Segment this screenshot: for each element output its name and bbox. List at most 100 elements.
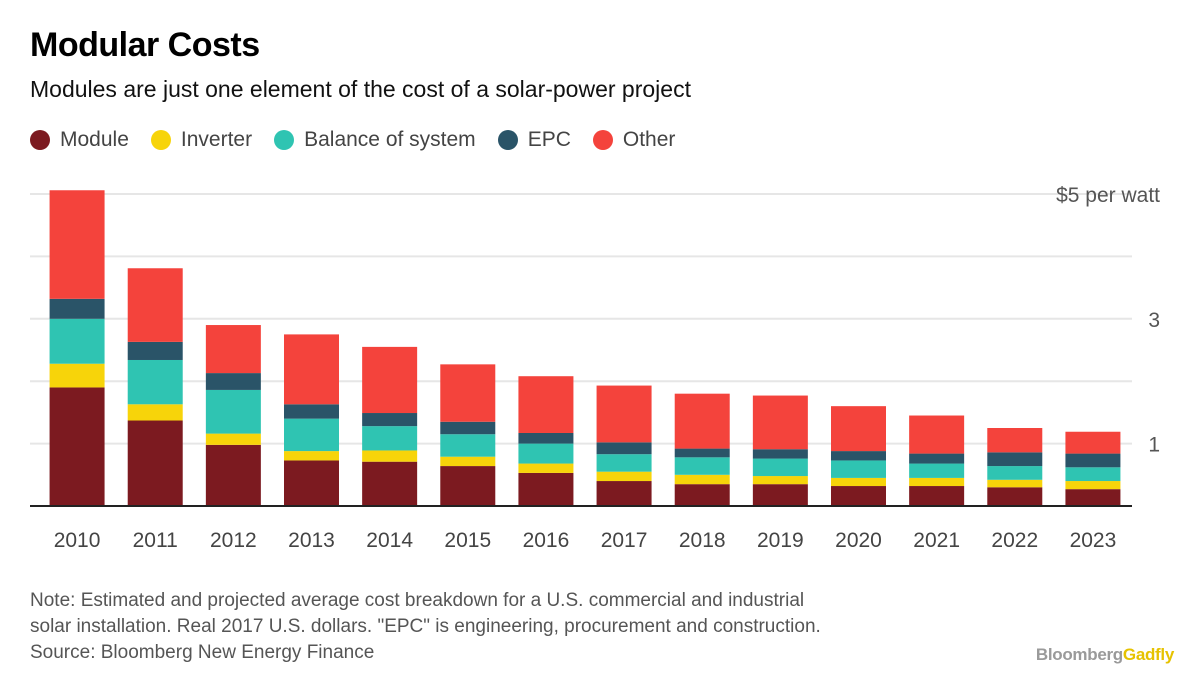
x-tick-label: 2016 xyxy=(523,529,570,552)
y-tick-label: $5 per watt xyxy=(1056,184,1160,207)
bar-segment-other xyxy=(752,395,808,450)
bar-segment-other xyxy=(987,428,1043,453)
bar-segment-inverter xyxy=(440,456,496,467)
legend-item-module: Module xyxy=(30,128,129,152)
x-tick-label: 2013 xyxy=(288,529,335,552)
legend-swatch-epc xyxy=(497,130,518,150)
bar-segment-module xyxy=(909,486,965,506)
bar-segment-balance-of-system xyxy=(909,463,965,478)
bar-segment-module xyxy=(205,444,261,506)
bar-segment-balance-of-system xyxy=(596,454,652,472)
bar-segment-epc xyxy=(987,452,1043,467)
x-tick-label: 2011 xyxy=(133,529,178,552)
bar-segment-epc xyxy=(49,298,105,319)
bar-segment-other xyxy=(284,334,339,405)
bar-segment-other xyxy=(909,415,965,454)
bar-segment-inverter xyxy=(909,477,965,487)
legend-swatch-balance-of-system xyxy=(274,130,295,150)
legend-item-epc: EPC xyxy=(497,128,571,152)
bar-segment-module xyxy=(440,466,496,506)
bar-segment-other xyxy=(205,325,261,374)
bar-segment-balance-of-system xyxy=(127,359,183,405)
legend-label-epc: EPC xyxy=(527,128,571,151)
bar-segment-other xyxy=(518,376,574,433)
x-tick-label: 2020 xyxy=(835,529,882,552)
bar-segment-module xyxy=(596,481,652,506)
bar-segment-epc xyxy=(831,451,886,461)
bar-segment-module xyxy=(987,487,1043,506)
chart-note: Note: Estimated and projected average co… xyxy=(30,588,821,666)
bar-segment-other xyxy=(49,190,105,299)
bar-segment-inverter xyxy=(284,451,339,461)
bar-segment-balance-of-system xyxy=(440,434,496,457)
bar-segment-balance-of-system xyxy=(831,460,886,478)
bar-segment-other xyxy=(1065,431,1121,454)
legend-swatch-other xyxy=(592,130,613,150)
bar-segment-balance-of-system xyxy=(284,418,339,452)
x-tick-label: 2014 xyxy=(366,529,413,552)
x-tick-label: 2015 xyxy=(444,529,491,552)
bar-segment-epc xyxy=(362,413,418,427)
bar-segment-module xyxy=(518,472,574,506)
legend: Module Inverter Balance of system EPC Ot… xyxy=(30,128,697,152)
bar-segment-other xyxy=(674,393,730,449)
bar-segment-inverter xyxy=(127,404,183,421)
bar-segment-epc xyxy=(596,442,652,455)
bar-segment-balance-of-system xyxy=(49,318,105,364)
bar-segment-inverter xyxy=(518,463,574,473)
y-tick-label: 1 xyxy=(1148,434,1160,457)
legend-label-other: Other xyxy=(622,128,676,151)
bar-segment-epc xyxy=(674,448,730,458)
note-line-1: Note: Estimated and projected average co… xyxy=(30,590,805,611)
bar-segment-balance-of-system xyxy=(987,466,1043,480)
bar-segment-epc xyxy=(127,341,183,360)
bar-segment-epc xyxy=(205,373,261,390)
bar-segment-other xyxy=(831,406,886,452)
bar-segment-epc xyxy=(752,449,808,459)
bar-segment-inverter xyxy=(752,476,808,485)
bar-segment-epc xyxy=(909,453,965,464)
bar-segment-module xyxy=(831,486,886,506)
legend-item-balance-of-system: Balance of system xyxy=(274,128,476,152)
bar-segment-inverter xyxy=(674,474,730,485)
bar-segment-balance-of-system xyxy=(362,426,418,451)
bar-segment-epc xyxy=(440,421,496,435)
legend-label-balance-of-system: Balance of system xyxy=(304,128,476,151)
x-tick-label: 2022 xyxy=(991,529,1038,552)
note-source: Source: Bloomberg New Energy Finance xyxy=(30,642,375,663)
legend-swatch-module xyxy=(30,130,50,150)
bar-segment-inverter xyxy=(596,471,652,482)
note-line-2: solar installation. Real 2017 U.S. dolla… xyxy=(30,616,821,637)
x-tick-label: 2010 xyxy=(54,529,101,552)
chart-title: Modular Costs xyxy=(30,26,260,64)
x-tick-label: 2018 xyxy=(679,529,726,552)
bar-segment-epc xyxy=(1065,453,1121,468)
bar-segment-balance-of-system xyxy=(674,457,730,475)
bar-segment-inverter xyxy=(205,433,261,445)
brand-logo: BloombergGadfly xyxy=(1036,645,1174,665)
legend-item-inverter: Inverter xyxy=(150,128,253,152)
bar-segment-balance-of-system xyxy=(1065,467,1121,482)
bar-segment-epc xyxy=(518,432,574,444)
x-tick-label: 2017 xyxy=(601,529,648,552)
bar-segment-module xyxy=(1065,489,1121,506)
bar-segment-balance-of-system xyxy=(518,443,574,464)
bar-segment-inverter xyxy=(831,477,886,487)
bar-segment-inverter xyxy=(1065,481,1121,490)
bar-segment-inverter xyxy=(362,450,418,462)
x-tick-label: 2012 xyxy=(210,529,257,552)
bar-segment-inverter xyxy=(987,479,1043,488)
brand-part-2: Gadfly xyxy=(1122,645,1174,664)
bar-segment-balance-of-system xyxy=(752,458,808,477)
brand-part-1: Bloomberg xyxy=(1035,645,1123,664)
x-tick-label: 2021 xyxy=(913,529,960,552)
legend-item-other: Other xyxy=(592,128,676,152)
bar-segment-balance-of-system xyxy=(205,389,261,434)
legend-label-inverter: Inverter xyxy=(180,128,253,151)
bar-segment-other xyxy=(440,364,496,422)
legend-label-module: Module xyxy=(60,128,129,151)
bar-segment-inverter xyxy=(49,363,105,388)
legend-swatch-inverter xyxy=(150,130,171,150)
bar-segment-module xyxy=(49,387,105,506)
